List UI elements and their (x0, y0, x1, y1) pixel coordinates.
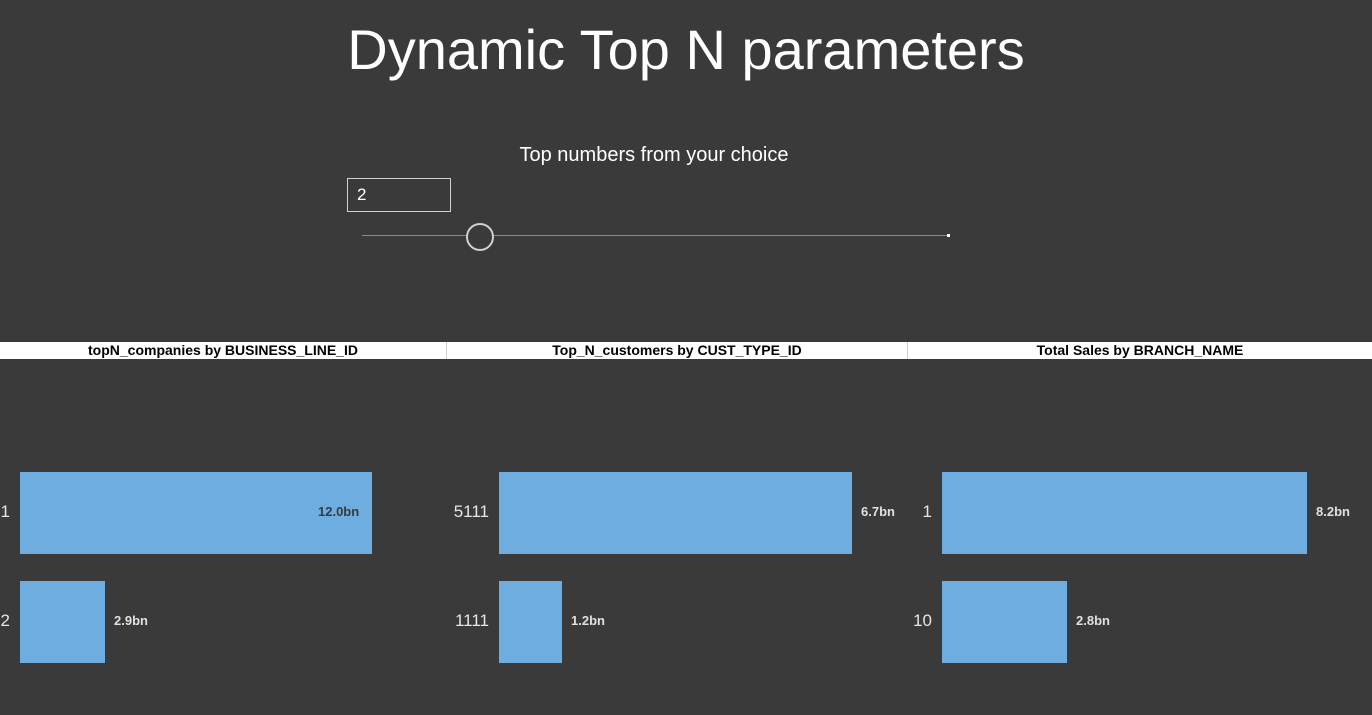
panel-title-customers: Top_N_customers by CUST_TYPE_ID (552, 342, 802, 358)
bar[interactable] (20, 472, 372, 554)
panel-divider (907, 342, 908, 359)
bar[interactable] (499, 472, 852, 554)
bar[interactable] (942, 581, 1067, 663)
category-label: 1 (922, 502, 932, 521)
data-label: 2.8bn (1076, 613, 1110, 628)
data-label: 8.2bn (1316, 504, 1350, 519)
data-label: 1.2bn (571, 613, 605, 628)
top-n-slider-track[interactable] (362, 235, 950, 236)
page-title: Dynamic Top N parameters (347, 18, 1025, 81)
panel-divider (446, 342, 447, 359)
top-n-input[interactable] (347, 178, 451, 212)
data-label: 2.9bn (114, 613, 148, 628)
category-label: 5111 (453, 502, 489, 521)
bar[interactable] (499, 581, 562, 663)
bar[interactable] (20, 581, 105, 663)
panel-title-companies: topN_companies by BUSINESS_LINE_ID (88, 342, 358, 358)
parameter-label: Top numbers from your choice (519, 144, 789, 166)
data-label: 12.0bn (318, 504, 360, 519)
panel-title-branches: Total Sales by BRANCH_NAME (1036, 342, 1244, 358)
top-n-slider-handle[interactable] (465, 223, 494, 251)
chart-header-band (0, 342, 1372, 359)
data-label: 6.7bn (861, 504, 895, 519)
category-label: 10 (913, 611, 932, 630)
category-label: 1 (0, 502, 10, 521)
chart-customers: 5111 6.7bn 1111 1.2bn (447, 359, 907, 715)
chart-companies: 1 12.0bn 2 2.9bn (0, 359, 446, 715)
category-label: 2 (0, 611, 10, 630)
top-n-slider-end-marker (947, 234, 950, 237)
chart-branches: 1 8.2bn 10 2.8bn (908, 359, 1372, 715)
category-label: 1111 (454, 611, 489, 630)
bar[interactable] (942, 472, 1307, 554)
